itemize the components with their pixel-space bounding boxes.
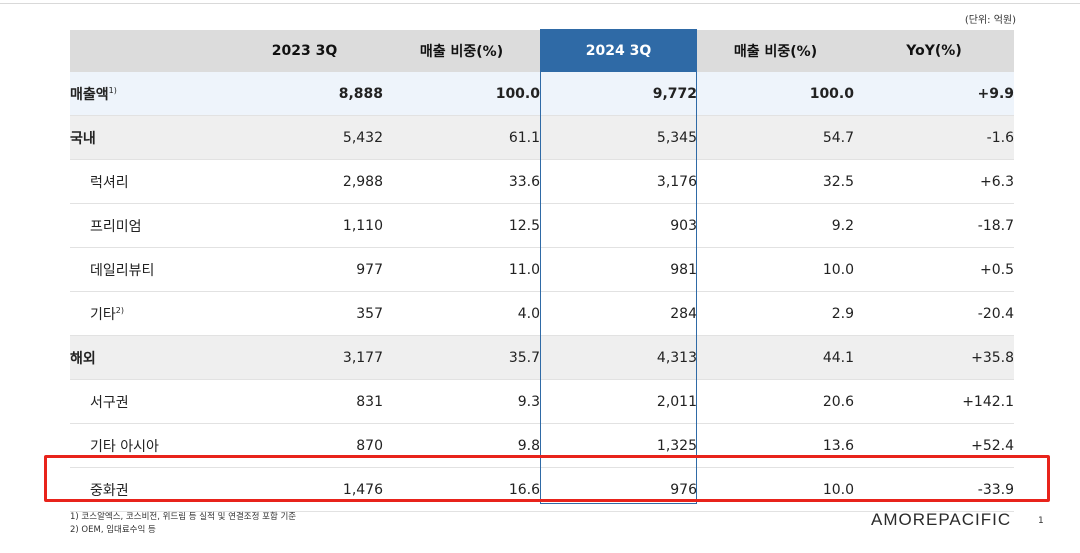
brand-logo: AMOREPACIFIC	[871, 510, 1012, 529]
row-label: 해외	[70, 335, 226, 380]
cell-value-2024-3q: 1,325	[540, 423, 697, 468]
header-cell-share-2023: 매출 비중(%)	[383, 30, 540, 72]
cell-share-2023: 33.6	[383, 159, 540, 204]
table-row: 프리미엄 1,110 12.5 903 9.2 -18.7	[70, 203, 1014, 248]
cell-share-2024: 2.9	[697, 291, 854, 336]
cell-share-2024: 44.1	[697, 335, 854, 380]
table-row: 럭셔리 2,988 33.6 3,176 32.5 +6.3	[70, 159, 1014, 204]
cell-value-2024-3q: 976	[540, 467, 697, 512]
page-number: 1	[1038, 516, 1044, 526]
header-cell-label	[70, 30, 226, 72]
footnote-marker: 2)	[115, 305, 124, 315]
cell-yoy: +52.4	[854, 423, 1014, 468]
cell-value-2023-3q: 831	[226, 379, 383, 424]
row-label-text: 프리미엄	[90, 218, 142, 235]
cell-share-2023: 16.6	[383, 467, 540, 512]
cell-share-2024: 32.5	[697, 159, 854, 204]
cell-value-2024-3q: 284	[540, 291, 697, 336]
table-row: 기타 아시아 870 9.8 1,325 13.6 +52.4	[70, 423, 1014, 468]
cell-value-2023-3q: 5,432	[226, 115, 383, 160]
cell-value-2023-3q: 1,476	[226, 467, 383, 512]
unit-note: (단위: 억원)	[964, 15, 1016, 26]
cell-share-2023: 4.0	[383, 291, 540, 336]
table-row: 매출액1) 8,888 100.0 9,772 100.0 +9.9	[70, 72, 1014, 116]
cell-value-2024-3q: 9,772	[540, 72, 697, 116]
cell-share-2024: 13.6	[697, 423, 854, 468]
cell-yoy: -18.7	[854, 203, 1014, 248]
cell-share-2023: 35.7	[383, 335, 540, 380]
cell-yoy: +9.9	[854, 72, 1014, 116]
row-label: 중화권	[70, 467, 226, 512]
row-label-text: 럭셔리	[90, 174, 129, 191]
cell-yoy: +35.8	[854, 335, 1014, 380]
sales-table: 2023 3Q 매출 비중(%) 2024 3Q 매출 비중(%) YoY(%)…	[70, 30, 1014, 512]
cell-share-2024: 20.6	[697, 379, 854, 424]
cell-share-2024: 10.0	[697, 467, 854, 512]
footnotes: 1) 코스알엑스, 코스비전, 위드림 등 실적 및 연결조정 포함 기준 2)…	[70, 511, 296, 537]
row-label-text: 기타	[90, 306, 116, 323]
cell-value-2024-3q: 2,011	[540, 379, 697, 424]
row-label-text: 국내	[70, 130, 96, 147]
row-label-text: 해외	[70, 350, 96, 367]
row-label-text: 서구권	[90, 394, 129, 411]
footnote-1: 1) 코스알엑스, 코스비전, 위드림 등 실적 및 연결조정 포함 기준	[70, 512, 297, 522]
table-header: 2023 3Q 매출 비중(%) 2024 3Q 매출 비중(%) YoY(%)	[70, 30, 1014, 72]
cell-share-2024: 54.7	[697, 115, 854, 160]
cell-value-2023-3q: 2,988	[226, 159, 383, 204]
cell-yoy: -1.6	[854, 115, 1014, 160]
footnote-2: 2) OEM, 임대료수익 등	[70, 525, 156, 535]
table-row: 기타2) 357 4.0 284 2.9 -20.4	[70, 291, 1014, 336]
cell-share-2023: 11.0	[383, 247, 540, 292]
cell-value-2023-3q: 870	[226, 423, 383, 468]
header-cell-2023-3q: 2023 3Q	[226, 30, 383, 72]
cell-value-2024-3q: 903	[540, 203, 697, 248]
row-label-text: 데일리뷰티	[90, 262, 155, 279]
header-cell-yoy: YoY(%)	[854, 30, 1014, 72]
row-label: 기타2)	[70, 291, 226, 336]
cell-yoy: +142.1	[854, 379, 1014, 424]
row-label-text: 기타 아시아	[90, 438, 159, 455]
cell-share-2023: 100.0	[383, 72, 540, 116]
top-divider	[0, 3, 1080, 4]
cell-value-2024-3q: 3,176	[540, 159, 697, 204]
footnote-marker: 1)	[108, 85, 117, 95]
cell-yoy: +0.5	[854, 247, 1014, 292]
cell-share-2023: 9.3	[383, 379, 540, 424]
cell-yoy: -33.9	[854, 467, 1014, 512]
header-cell-2024-3q: 2024 3Q	[540, 30, 697, 72]
cell-value-2023-3q: 977	[226, 247, 383, 292]
cell-share-2024: 100.0	[697, 72, 854, 116]
cell-value-2024-3q: 4,313	[540, 335, 697, 380]
table-row: 데일리뷰티 977 11.0 981 10.0 +0.5	[70, 247, 1014, 292]
row-label-text: 중화권	[90, 482, 129, 499]
row-label: 매출액1)	[70, 72, 226, 116]
cell-value-2023-3q: 8,888	[226, 72, 383, 116]
cell-value-2024-3q: 981	[540, 247, 697, 292]
cell-share-2023: 12.5	[383, 203, 540, 248]
cell-value-2023-3q: 3,177	[226, 335, 383, 380]
row-label: 프리미엄	[70, 203, 226, 248]
cell-share-2023: 61.1	[383, 115, 540, 160]
table-row: 국내 5,432 61.1 5,345 54.7 -1.6	[70, 115, 1014, 160]
header-cell-share-2024: 매출 비중(%)	[697, 30, 854, 72]
cell-value-2023-3q: 1,110	[226, 203, 383, 248]
cell-share-2024: 9.2	[697, 203, 854, 248]
row-label: 럭셔리	[70, 159, 226, 204]
table-row: 중화권 1,476 16.6 976 10.0 -33.9	[70, 467, 1014, 512]
table-row: 해외 3,177 35.7 4,313 44.1 +35.8	[70, 335, 1014, 380]
row-label-text: 매출액	[70, 86, 109, 103]
row-label: 데일리뷰티	[70, 247, 226, 292]
cell-share-2023: 9.8	[383, 423, 540, 468]
cell-share-2024: 10.0	[697, 247, 854, 292]
row-label: 국내	[70, 115, 226, 160]
row-label: 서구권	[70, 379, 226, 424]
cell-value-2023-3q: 357	[226, 291, 383, 336]
cell-value-2024-3q: 5,345	[540, 115, 697, 160]
table-row: 서구권 831 9.3 2,011 20.6 +142.1	[70, 379, 1014, 424]
row-label: 기타 아시아	[70, 423, 226, 468]
cell-yoy: +6.3	[854, 159, 1014, 204]
cell-yoy: -20.4	[854, 291, 1014, 336]
